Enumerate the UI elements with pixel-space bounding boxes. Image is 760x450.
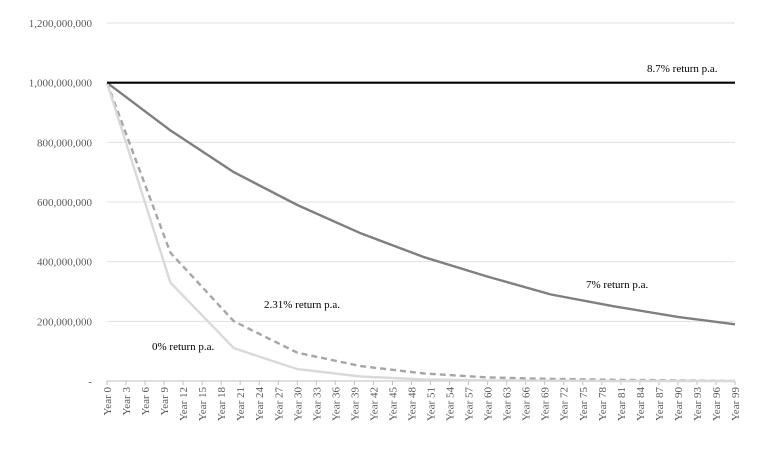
y-tick-label: 200,000,000 [37,316,93,328]
x-tick-label: Year 27 [273,387,285,422]
annotations: 8.7% return p.a. 7% return p.a. 2.31% re… [152,63,718,353]
x-tick-label: Year 39 [349,387,361,422]
annotation-7-return: 7% return p.a. [586,279,649,291]
x-tick-label: Year 48 [406,387,418,422]
series-lines [105,81,736,383]
y-tick-label: 1,000,000,000 [29,78,93,90]
x-tick-label: Year 30 [292,387,304,422]
x-tick-label: Year 78 [597,387,609,422]
x-tick-label: Year 6 [140,387,152,416]
x-tick-label: Year 96 [711,387,723,422]
series-line-3 [105,82,735,383]
y-tick-label: 1,200,000,000 [29,18,93,30]
x-tick-label: Year 81 [616,387,628,421]
x-tick-label: Year 42 [368,387,380,421]
x-tick-label: Year 9 [159,387,171,416]
x-tick-label: Year 87 [654,387,666,422]
series-line-1 [106,81,736,326]
x-tick-label: Year 21 [235,387,247,421]
x-tick-label: Year 93 [692,387,704,422]
x-tick-label: Year 36 [330,387,342,422]
y-tick-label: - [88,376,92,388]
y-axis: - 200,000,000 400,000,000 600,000,000 800,00… [29,18,93,388]
annotation-0-return: 0% return p.a. [152,341,215,353]
y-tick-label: 400,000,000 [37,257,93,269]
gridlines [107,22,735,382]
x-tick-label: Year 51 [426,387,438,421]
x-tick-label: Year 33 [311,387,323,422]
x-tick-label: Year 45 [387,387,399,422]
y-tick-label: 600,000,000 [37,197,93,209]
x-tick-label: Year 24 [254,387,266,422]
x-tick-label: Year 57 [464,387,476,422]
x-tick-label: Year 66 [521,387,533,422]
x-tick-label: Year 12 [178,387,190,421]
x-tick-label: Year 0 [102,387,114,416]
x-tick-label: Year 90 [673,387,685,422]
x-tick-label: Year 75 [578,387,590,422]
x-tick-label: Year 60 [483,387,495,422]
annotation-2-31-return: 2.31% return p.a. [264,299,340,311]
x-axis: Year 0 Year 3 Year 6 Year 9 Year 12 Year 15 Ye… [102,381,742,421]
x-tick-label: Year 18 [216,387,228,422]
x-tick-label: Year 84 [635,387,647,422]
x-tick-label: Year 54 [445,387,457,422]
series-line-2 [105,82,736,383]
y-tick-label: 800,000,000 [37,137,93,149]
annotation-8-7-return: 8.7% return p.a. [647,63,718,75]
x-tick-label: Year 69 [540,387,552,422]
x-tick-label: Year 15 [197,387,209,422]
x-tick-label: Year 99 [730,387,742,422]
x-tick-label: Year 3 [121,387,133,416]
x-tick-label: Year 72 [559,387,571,421]
x-tick-label: Year 63 [502,387,514,422]
